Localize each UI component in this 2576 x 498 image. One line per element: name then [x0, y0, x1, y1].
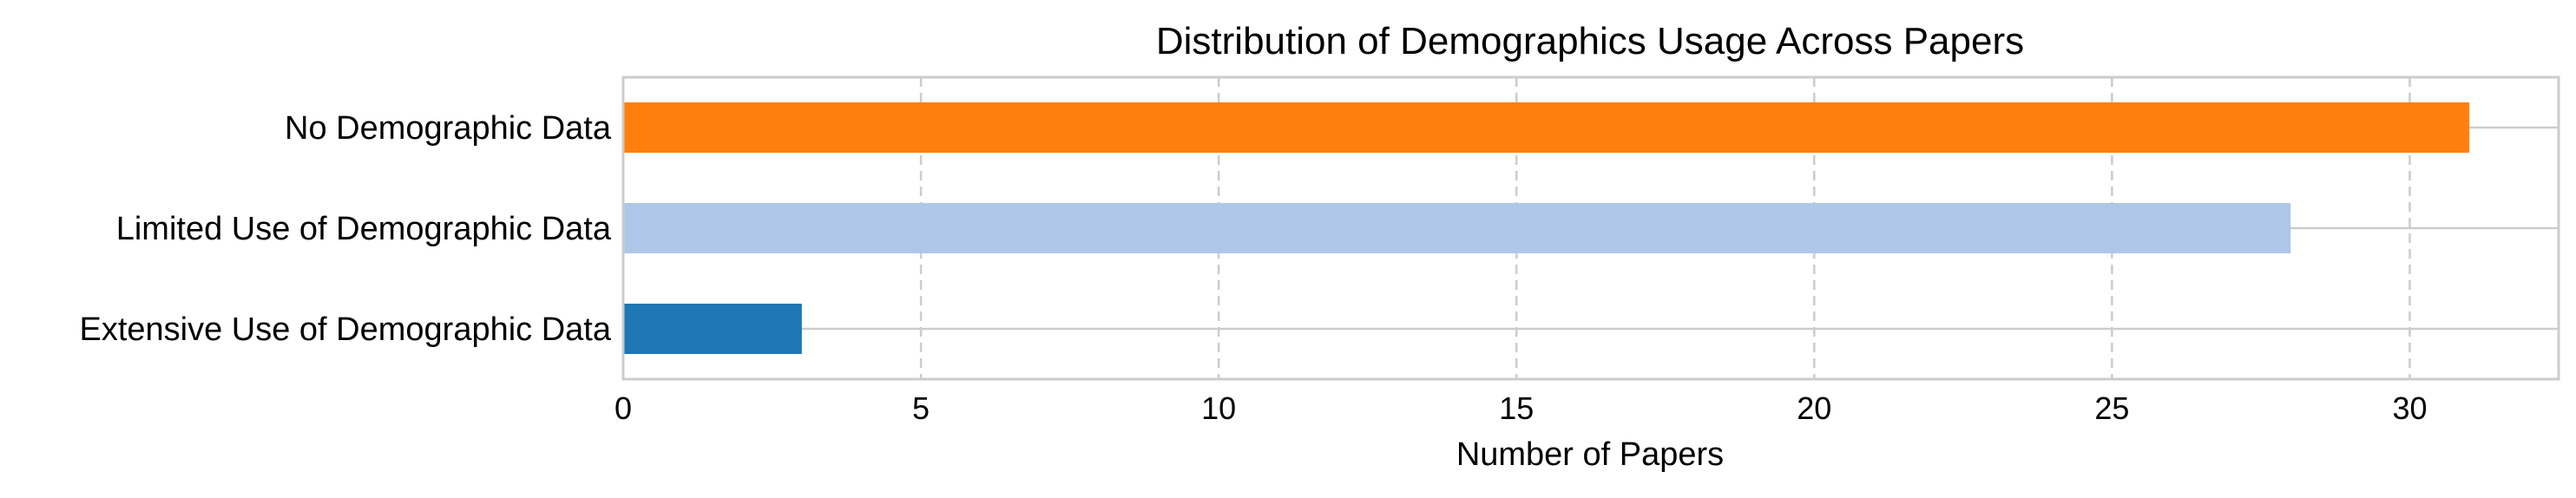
bar	[623, 304, 802, 354]
x-tick-label: 5	[912, 390, 930, 426]
x-tick-labels: 0 5 10 15 20 25 30	[614, 390, 2428, 426]
y-tick-labels: Extensive Use of Demographic Data Limited…	[79, 110, 611, 348]
x-tick-label: 30	[2392, 390, 2427, 426]
x-tick-label: 10	[1201, 390, 1236, 426]
x-tick-label: 0	[614, 390, 632, 426]
x-axis-label: Number of Papers	[1456, 436, 1724, 473]
y-tick-label: Limited Use of Demographic Data	[116, 211, 612, 247]
x-tick-label: 15	[1499, 390, 1534, 426]
y-tick-label: No Demographic Data	[285, 110, 612, 147]
bar	[623, 203, 2291, 253]
plot-frame	[621, 75, 2560, 381]
x-tick-label: 25	[2094, 390, 2129, 426]
bars	[623, 102, 2470, 354]
chart-title: Distribution of Demographics Usage Acros…	[1156, 20, 2024, 62]
bar	[623, 102, 2470, 153]
y-tick-label: Extensive Use of Demographic Data	[79, 311, 611, 348]
x-tick-label: 20	[1797, 390, 1831, 426]
